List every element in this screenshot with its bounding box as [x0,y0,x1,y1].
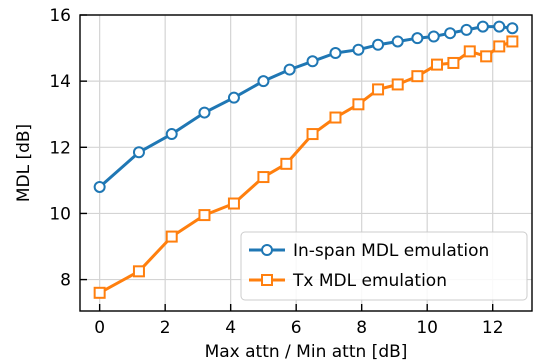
data-point [198,209,211,222]
data-point [372,38,385,51]
y-tick-label: 8 [60,271,71,291]
legend-box [240,231,528,301]
series-line [98,25,513,189]
data-point [411,70,424,83]
x-tick-label: 4 [225,318,236,338]
data-point [257,75,270,88]
data-point [306,55,319,68]
data-point [165,230,178,243]
data-point [493,20,506,33]
legend: In-span MDL emulation Tx MDL emulation [240,231,528,301]
data-point [227,197,240,210]
legend-label: In-span MDL emulation [293,241,489,261]
legend-item: Tx MDL emulation [249,271,447,291]
data-point [391,35,404,48]
data-point [463,45,476,58]
x-tick-label: 12 [482,318,504,338]
x-axis-label: Max attn / Min attn [dB] [205,342,408,362]
data-point [93,286,106,299]
data-point [329,111,342,124]
y-tick-label: 12 [49,138,71,158]
legend-marker [261,274,273,286]
data-point [306,128,319,141]
series-1 [93,20,519,193]
data-point [411,32,424,45]
data-point [444,27,457,40]
series-2 [93,35,519,299]
data-point [506,22,519,35]
x-tick-label: 10 [416,318,438,338]
plot-frame [79,14,533,312]
legend-item: In-span MDL emulation [249,241,489,261]
series-layer [93,20,519,299]
axis-ticks: 0 2 4 6 8 10 12 8 10 12 14 16 [49,6,503,338]
y-axis-label: MDL [dB] [14,124,34,202]
data-point [198,106,211,119]
data-point [132,146,145,159]
data-point [431,58,444,71]
data-point [460,23,473,36]
data-point [352,43,365,56]
x-tick-label: 0 [94,318,105,338]
data-point [132,265,145,278]
data-point [493,40,506,53]
data-point [227,91,240,104]
data-point [352,98,365,111]
data-point [391,78,404,91]
y-tick-label: 10 [49,204,71,224]
legend-label: Tx MDL emulation [292,271,447,291]
data-point [506,35,519,48]
data-point [476,20,489,33]
legend-marker [261,244,273,256]
data-point [283,63,296,76]
data-point [93,180,106,193]
data-point [372,83,385,96]
x-tick-label: 6 [291,318,302,338]
data-point [329,47,342,60]
x-tick-label: 2 [160,318,171,338]
data-point [447,56,460,69]
data-point [280,157,293,170]
data-point [427,30,440,43]
y-tick-label: 16 [49,6,71,26]
x-tick-label: 8 [356,318,367,338]
data-point [480,50,493,63]
data-point [165,128,178,141]
y-tick-label: 14 [49,72,71,92]
data-point [257,171,270,184]
